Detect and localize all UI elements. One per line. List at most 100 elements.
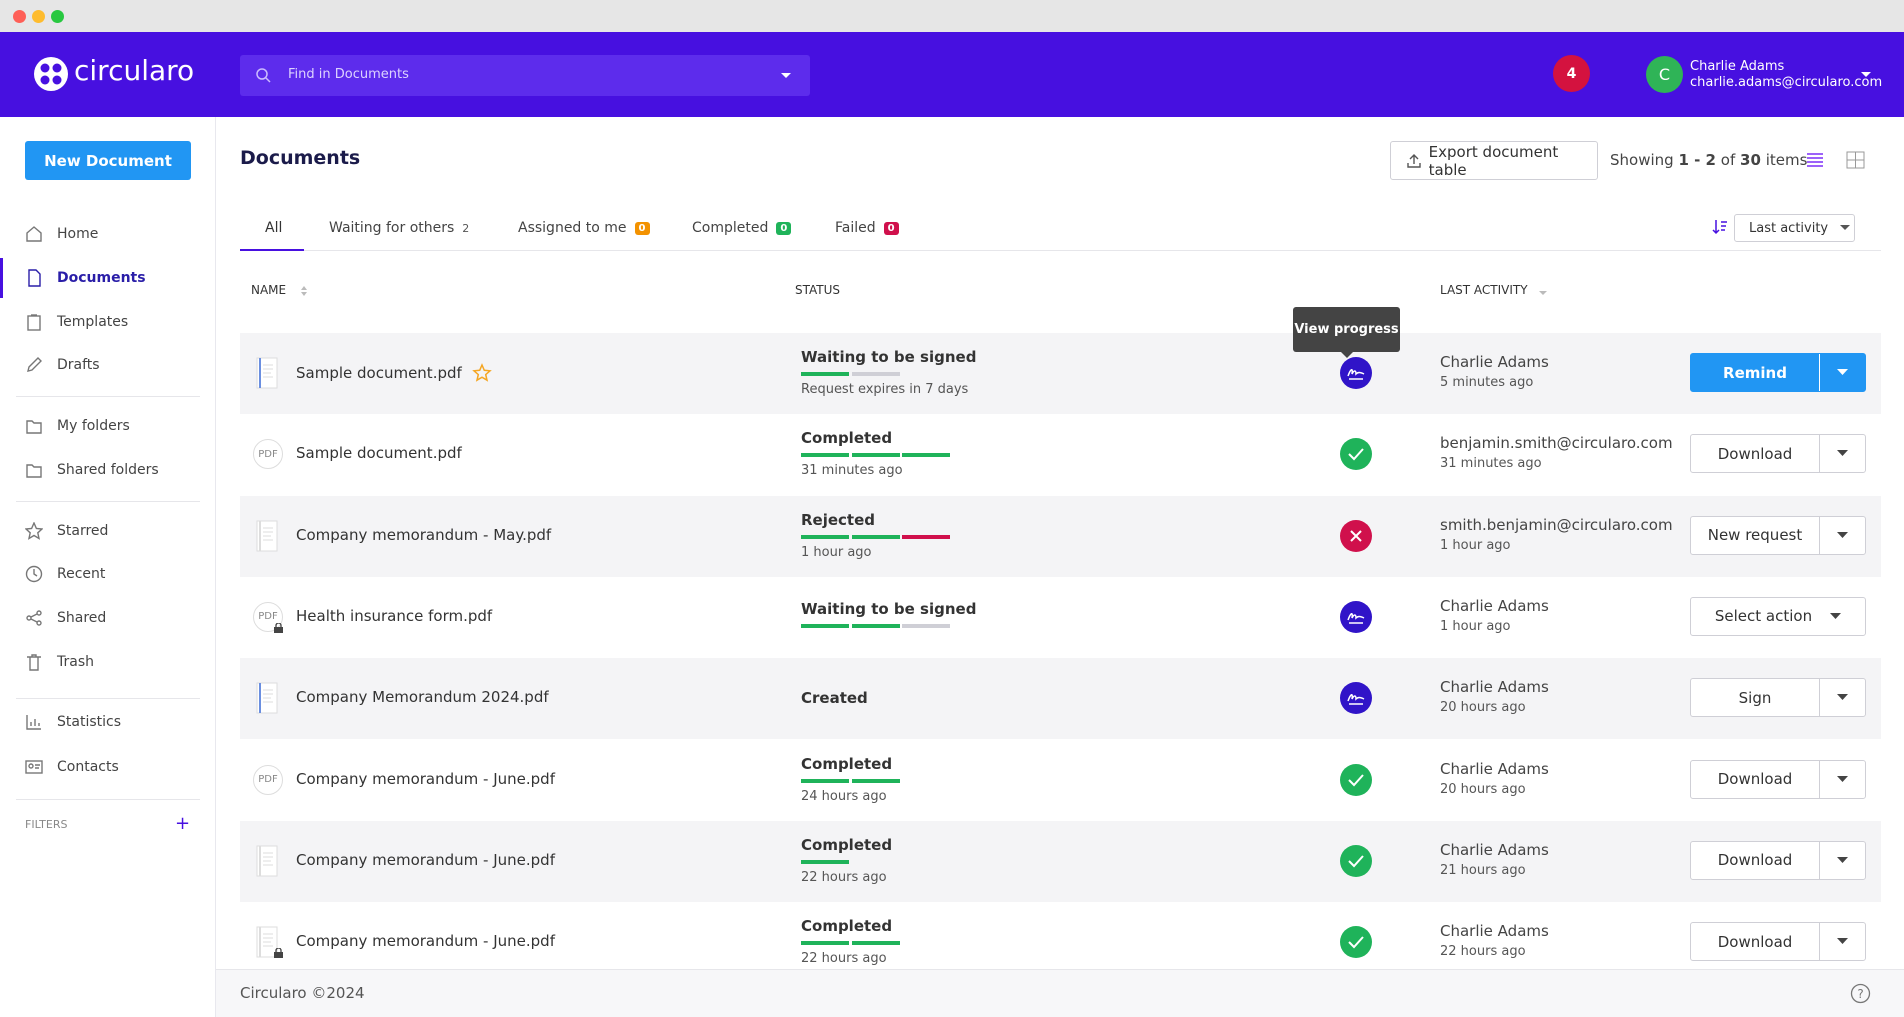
- notifications[interactable]: 4: [1553, 55, 1590, 92]
- nav-item[interactable]: Shared: [25, 606, 205, 630]
- file-name-text: Health insurance form.pdf: [296, 606, 493, 625]
- nav-item[interactable]: Documents: [25, 266, 205, 290]
- table-row: [240, 739, 1881, 821]
- file-icon: PDF: [253, 764, 283, 795]
- divider: [1819, 354, 1820, 391]
- file-name[interactable]: Sample document.pdf: [296, 444, 462, 462]
- nav-item[interactable]: My folders: [25, 414, 205, 438]
- tab[interactable]: Failed 0: [835, 217, 899, 239]
- nav-label: Drafts: [57, 357, 100, 373]
- file-name[interactable]: Sample document.pdf: [296, 363, 492, 383]
- nav-item[interactable]: Drafts: [25, 353, 205, 377]
- status: Completed: [801, 835, 893, 854]
- search-icon: [256, 68, 271, 83]
- new-document-button[interactable]: New Document: [25, 141, 191, 180]
- close[interactable]: [13, 10, 26, 23]
- file-name-text: Sample document.pdf: [296, 364, 462, 382]
- nav-item[interactable]: Trash: [25, 650, 205, 674]
- action-button[interactable]: Download: [1690, 434, 1866, 474]
- tab-underline: [240, 249, 304, 251]
- action-button[interactable]: Select action: [1690, 596, 1866, 636]
- list-view[interactable]: [1806, 152, 1824, 168]
- nav-item[interactable]: Templates: [25, 310, 205, 334]
- status-icon[interactable]: [1340, 844, 1372, 877]
- nav-item[interactable]: Statistics: [25, 710, 205, 734]
- progress-segment: [851, 623, 900, 628]
- maximize[interactable]: [51, 10, 64, 23]
- progress-segment: [851, 534, 900, 539]
- action-button[interactable]: Download: [1690, 922, 1866, 962]
- file-name[interactable]: Company memorandum - June.pdf: [296, 932, 555, 950]
- activity-by: Charlie Adams: [1440, 353, 1549, 371]
- nav-item[interactable]: Shared folders: [25, 458, 205, 482]
- status-icon[interactable]: [1340, 926, 1372, 959]
- status-icon[interactable]: [1340, 519, 1372, 552]
- sort-icon[interactable]: [1712, 219, 1728, 235]
- status-note: 24 hours ago: [801, 788, 887, 804]
- tab[interactable]: All: [265, 217, 282, 239]
- action-caret: [1837, 856, 1848, 863]
- action-button[interactable]: New request: [1690, 515, 1866, 555]
- nav-label: Recent: [57, 566, 106, 582]
- action-label: Download: [1717, 444, 1793, 463]
- action-button[interactable]: Sign: [1690, 678, 1866, 718]
- tab-label: Assigned to me: [518, 220, 627, 236]
- add-filter[interactable]: +: [175, 813, 191, 834]
- tab-label: Failed: [835, 220, 876, 236]
- logo[interactable]: circularo: [74, 54, 195, 87]
- nav-icon: [26, 715, 41, 730]
- table-row: [240, 658, 1881, 740]
- nav-item[interactable]: Recent: [25, 562, 205, 586]
- export-button[interactable]: Export document table: [1390, 141, 1598, 180]
- status-icon[interactable]: [1340, 600, 1372, 633]
- nav-item[interactable]: Starred: [25, 519, 205, 543]
- table-row: [240, 576, 1881, 658]
- file-name-text: Sample document.pdf: [296, 444, 462, 463]
- help[interactable]: ?: [1850, 983, 1871, 1004]
- grid-view[interactable]: [1846, 151, 1865, 169]
- file-name[interactable]: Company Memorandum 2024.pdf: [296, 688, 549, 706]
- tab[interactable]: Completed 0: [692, 217, 792, 239]
- sort-dropdown[interactable]: Last activity: [1734, 214, 1855, 242]
- search-caret[interactable]: [780, 72, 792, 80]
- search[interactable]: Find in Documents: [240, 55, 810, 96]
- nav-label: Contacts: [57, 759, 119, 775]
- minimize[interactable]: [32, 10, 45, 23]
- tab[interactable]: Waiting for others 2: [329, 217, 469, 239]
- status-icon[interactable]: [1340, 357, 1372, 389]
- status: Rejected: [801, 510, 876, 529]
- progress-segment: [851, 372, 900, 376]
- file-name-text: Company memorandum - June.pdf: [296, 850, 555, 869]
- svg-text:?: ?: [1857, 987, 1863, 1001]
- activity-time: 20 hours ago: [1440, 781, 1526, 797]
- action-button[interactable]: Remind: [1690, 353, 1866, 392]
- activity-by: Charlie Adams: [1440, 840, 1549, 859]
- user-caret[interactable]: [1860, 71, 1872, 79]
- lock-icon: [274, 948, 283, 959]
- nav-item[interactable]: Contacts: [25, 755, 205, 779]
- status-icon[interactable]: [1340, 438, 1372, 471]
- action-caret: [1837, 775, 1848, 782]
- activity-time: 5 minutes ago: [1440, 375, 1534, 390]
- nav-label: Home: [57, 226, 99, 242]
- file-name[interactable]: Company memorandum - June.pdf: [296, 851, 555, 869]
- activity-by: benjamin.smith@circularo.com: [1440, 434, 1673, 453]
- tab[interactable]: Assigned to me 0: [518, 217, 650, 239]
- action-label: Remind: [1723, 363, 1787, 382]
- file-name[interactable]: Health insurance form.pdf: [296, 607, 492, 625]
- activity-by: Charlie Adams: [1440, 922, 1549, 941]
- file-name[interactable]: Company memorandum - June.pdf: [296, 770, 555, 788]
- progress-segment: [902, 453, 950, 458]
- export-icon: [1407, 153, 1421, 168]
- tab-count: 0: [776, 221, 792, 235]
- avatar[interactable]: C: [1646, 56, 1683, 93]
- file-name[interactable]: Company memorandum - May.pdf: [296, 526, 551, 544]
- status-icon[interactable]: [1340, 763, 1372, 796]
- nav-label: Statistics: [57, 714, 121, 730]
- action-button[interactable]: Download: [1690, 759, 1866, 799]
- nav-item[interactable]: Home: [25, 222, 205, 246]
- status-icon[interactable]: [1340, 682, 1372, 715]
- status-note: 31 minutes ago: [801, 463, 903, 479]
- action-button[interactable]: Download: [1690, 840, 1866, 880]
- nav-label: Templates: [57, 314, 129, 330]
